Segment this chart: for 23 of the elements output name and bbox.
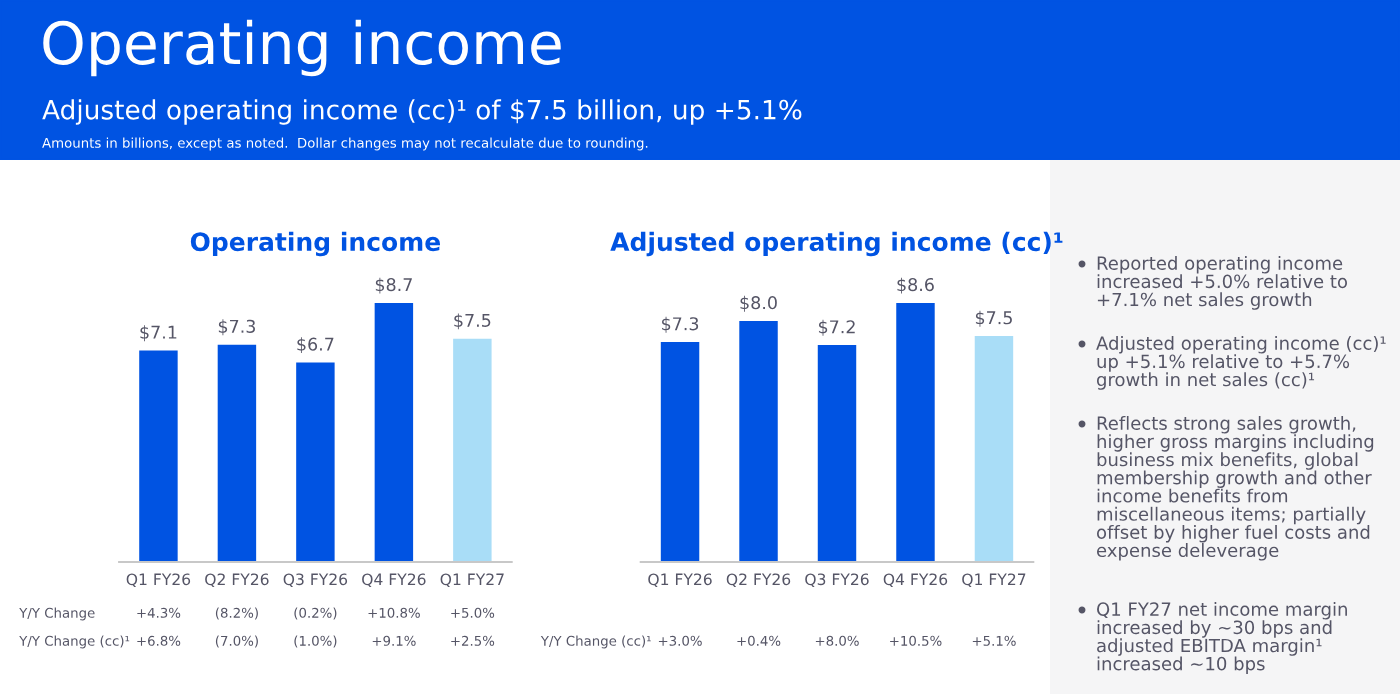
data-label: $8.0 xyxy=(740,295,777,312)
data-label: $7.3 xyxy=(662,316,699,333)
chart-title: Operating income xyxy=(190,231,440,257)
data-label: $6.7 xyxy=(297,337,334,354)
data-label: $7.2 xyxy=(818,319,855,336)
text: Q1 FY27 net income margin increased by ~30 bps and adjusted EBITDA margin¹ increased ~10 bps xyxy=(1097,602,1347,674)
chart-title: Adjusted operating income (cc)¹ xyxy=(610,231,1063,257)
bar xyxy=(217,344,257,562)
text: Operating income xyxy=(43,19,561,77)
text: Adjusted operating income (cc)¹ up +5.1% relative to +5.7% growth in net sales (cc)¹ xyxy=(1096,336,1386,390)
text: Reported operating income increased +5.0% relative to +7.1% net sales growth xyxy=(1097,256,1348,310)
data-label: $7.5 xyxy=(454,313,491,330)
text: Adjusted operating income (cc)¹ of $7.5 billion, up +5.1% xyxy=(42,99,802,125)
bar xyxy=(296,362,335,562)
bar xyxy=(374,302,414,562)
data-label: $8.6 xyxy=(897,277,934,294)
data-label: $7.3 xyxy=(218,319,255,336)
text: Reflects strong sales growth, higher gross margins including business mix benefits, global membership growth and other income benefits from miscellaneous items; partially offset by higher fuel costs and expense deleverage xyxy=(1097,416,1374,561)
data-label: $7.5 xyxy=(975,310,1012,327)
bar xyxy=(453,338,492,562)
bar xyxy=(139,350,178,562)
data-label: $8.7 xyxy=(375,277,412,294)
data-label: $7.1 xyxy=(140,325,177,342)
